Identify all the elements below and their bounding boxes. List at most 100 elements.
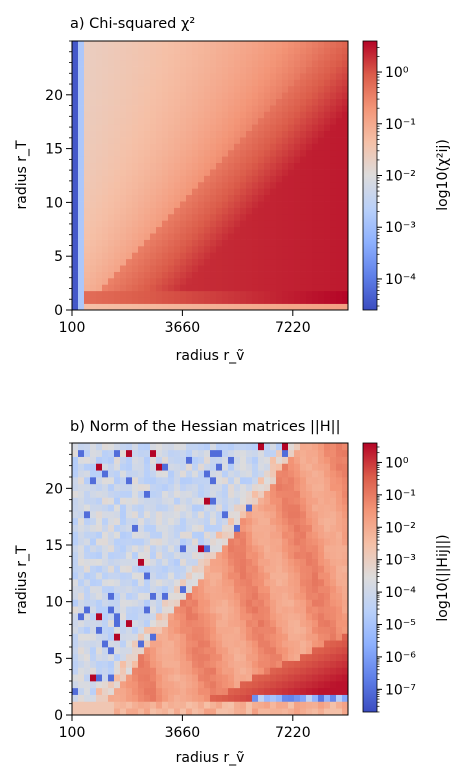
heatmap-cell: [216, 220, 223, 228]
heatmap-cell: [282, 220, 289, 228]
heatmap-cell: [282, 284, 289, 292]
heatmap-cell: [138, 265, 145, 272]
heatmap-cell: [312, 681, 319, 689]
heatmap-cell: [216, 551, 223, 559]
heatmap-cell: [288, 284, 295, 292]
heatmap-cell: [162, 169, 169, 176]
heatmap-cell: [240, 117, 247, 125]
heatmap-cell: [342, 297, 349, 304]
heatmap-cell: [312, 290, 319, 298]
heatmap-cell: [300, 504, 307, 512]
heatmap-cell: [204, 239, 211, 247]
heatmap-cell: [120, 156, 127, 164]
heatmap-cell: [78, 201, 85, 208]
heatmap-cell: [132, 290, 139, 298]
heatmap-cell: [186, 137, 193, 144]
heatmap-cell: [192, 626, 199, 634]
heatmap-cell: [330, 239, 337, 247]
heatmap-cell: [114, 572, 121, 580]
heatmap-cell: [168, 694, 175, 702]
heatmap-cell: [288, 226, 295, 234]
heatmap-cell: [312, 606, 319, 614]
heatmap-cell: [258, 277, 265, 285]
heatmap-cell: [234, 463, 241, 471]
heatmap-cell: [90, 265, 97, 272]
heatmap-cell: [324, 169, 331, 176]
heatmap-cell: [252, 551, 259, 559]
heatmap-cell: [216, 92, 223, 99]
heatmap-cell: [108, 708, 115, 716]
heatmap-cell: [222, 456, 229, 464]
heatmap-cell: [120, 708, 127, 716]
heatmap-cell: [144, 585, 151, 593]
heatmap-cell: [198, 79, 205, 87]
heatmap-cell: [108, 592, 115, 600]
heatmap-cell: [270, 130, 277, 138]
heatmap-cell: [306, 137, 313, 144]
heatmap-cell: [126, 175, 133, 183]
heatmap-cell: [102, 201, 109, 208]
heatmap-cell: [342, 653, 349, 661]
heatmap-cell: [318, 708, 325, 716]
heatmap-cell: [102, 551, 109, 559]
heatmap-cell: [162, 290, 169, 298]
heatmap-cell: [330, 579, 337, 587]
heatmap-cell: [306, 463, 313, 471]
heatmap-cell: [156, 545, 163, 553]
heatmap-cell: [108, 470, 115, 478]
heatmap-cell: [102, 92, 109, 99]
heatmap-cell: [138, 551, 145, 559]
heatmap-cell: [324, 290, 331, 298]
heatmap-cell: [252, 124, 259, 132]
heatmap-cell: [318, 245, 325, 253]
heatmap-cell: [336, 443, 343, 451]
heatmap-cell: [276, 73, 283, 80]
heatmap-cell: [138, 504, 145, 512]
heatmap-cell: [300, 524, 307, 532]
heatmap-cell: [240, 207, 247, 215]
colorbar-label: log10(χ²ij): [435, 139, 451, 211]
heatmap-cell: [210, 647, 217, 655]
heatmap-cell: [324, 79, 331, 87]
heatmap-cell: [156, 497, 163, 505]
heatmap-cell: [330, 483, 337, 491]
heatmap-cell: [240, 667, 247, 675]
heatmap-cell: [126, 137, 133, 144]
heatmap-cell: [240, 181, 247, 189]
heatmap-cell: [90, 538, 97, 546]
heatmap-cell: [132, 694, 139, 702]
heatmap-cell: [234, 53, 241, 61]
heatmap-cell: [180, 633, 187, 641]
heatmap-cell: [282, 619, 289, 627]
heatmap-cell: [276, 162, 283, 170]
heatmap-cell: [204, 674, 211, 682]
heatmap-cell: [228, 85, 235, 93]
heatmap-cell: [234, 558, 241, 566]
heatmap-cell: [270, 207, 277, 215]
heatmap-cell: [180, 245, 187, 253]
heatmap-cell: [174, 538, 181, 546]
heatmap-cell: [240, 443, 247, 451]
heatmap-cell: [294, 538, 301, 546]
heatmap-cell: [270, 653, 277, 661]
heatmap-cell: [186, 258, 193, 266]
heatmap-cell: [288, 538, 295, 546]
heatmap-cell: [78, 245, 85, 253]
heatmap-cell: [150, 701, 157, 709]
heatmap-cell: [138, 92, 145, 99]
heatmap-cell: [102, 647, 109, 655]
heatmap-cell: [108, 265, 115, 272]
heatmap-cell: [114, 531, 121, 539]
heatmap-cell: [306, 551, 313, 559]
heatmap-cell: [120, 463, 127, 471]
heatmap-cell: [252, 660, 259, 668]
heatmap-cell: [234, 504, 241, 512]
heatmap-cell: [342, 619, 349, 627]
heatmap-cell: [162, 687, 169, 695]
heatmap-cell: [228, 545, 235, 553]
heatmap-cell: [258, 572, 265, 580]
heatmap-cell: [324, 85, 331, 93]
heatmap-cell: [264, 524, 271, 532]
heatmap-cell: [330, 265, 337, 272]
